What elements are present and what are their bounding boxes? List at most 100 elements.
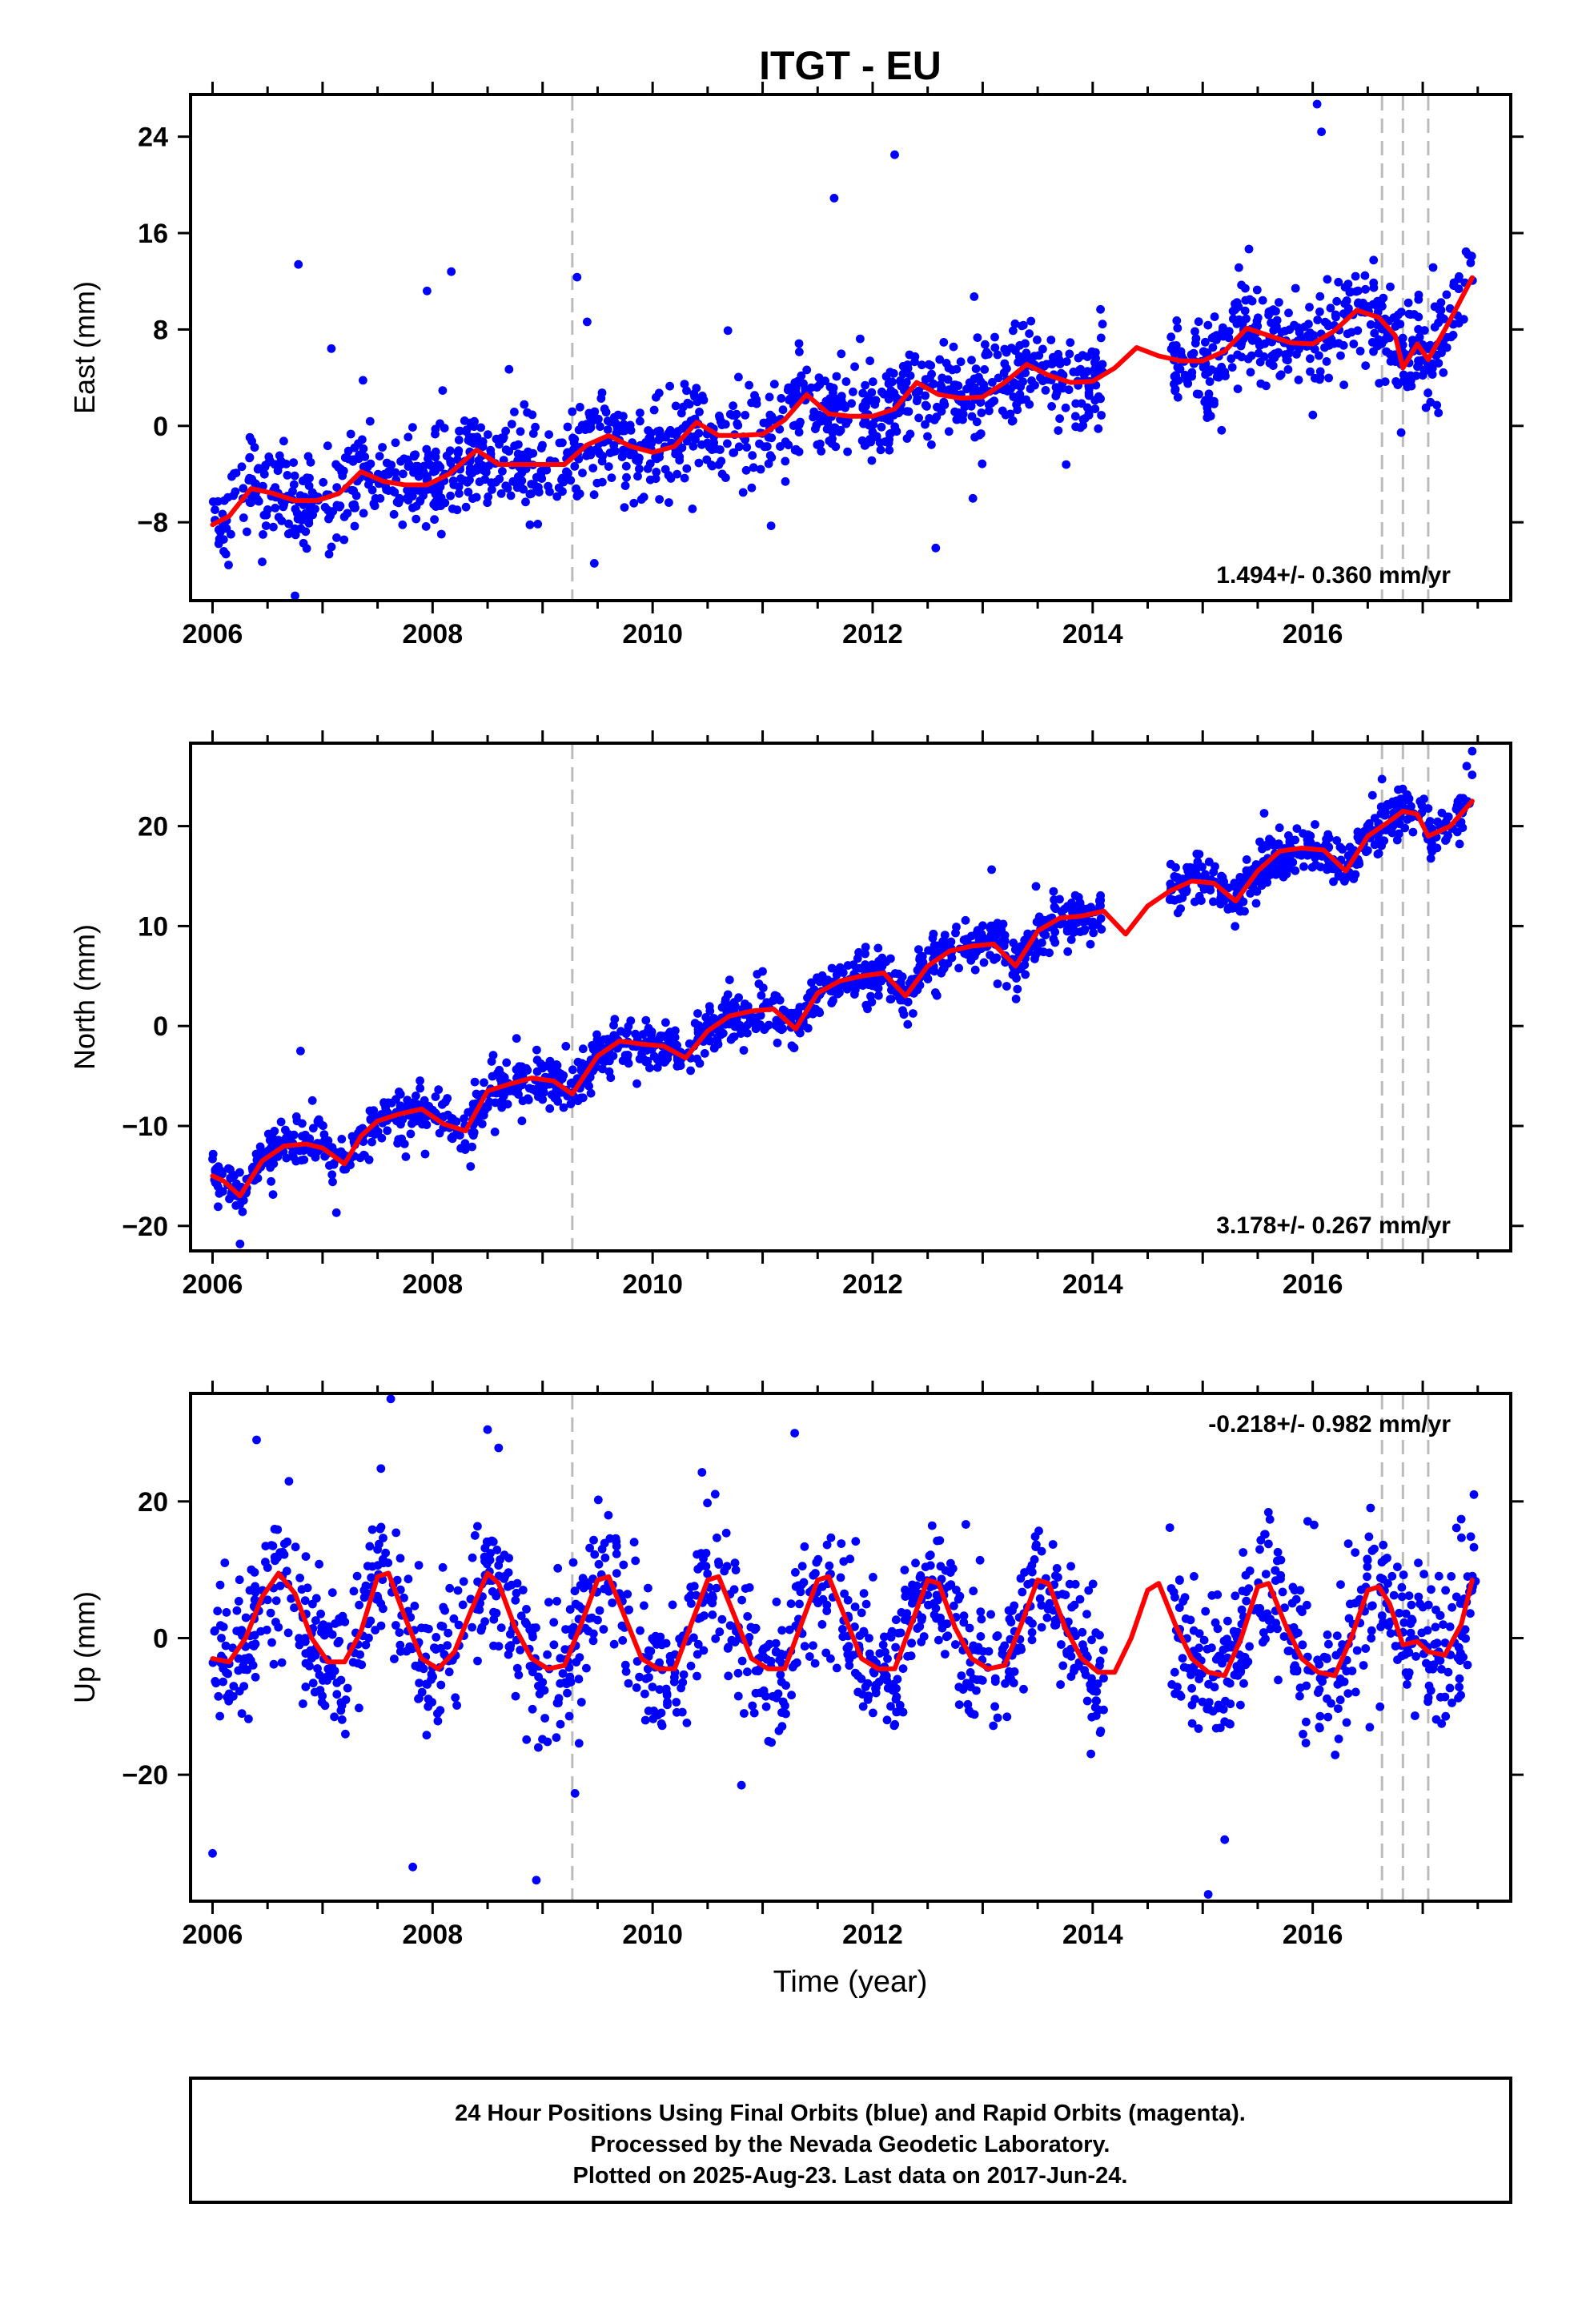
data-point — [907, 1638, 916, 1648]
data-point — [378, 443, 387, 452]
data-point — [361, 1640, 371, 1650]
data-point — [1415, 332, 1424, 342]
data-point — [1388, 797, 1397, 806]
data-point — [1248, 882, 1258, 891]
data-point — [1397, 1592, 1407, 1602]
data-point — [643, 464, 652, 473]
data-point — [644, 1673, 653, 1682]
data-point — [595, 1606, 604, 1615]
data-point — [239, 1196, 248, 1205]
data-point — [1259, 1628, 1268, 1637]
data-point — [301, 1552, 311, 1561]
data-point — [1219, 1645, 1228, 1655]
x-tick-label: 2012 — [842, 1269, 903, 1300]
data-point — [1166, 1584, 1176, 1593]
data-point — [433, 1716, 443, 1726]
data-point — [263, 1595, 272, 1605]
data-point — [379, 1558, 388, 1567]
data-point — [1308, 410, 1318, 420]
data-point — [982, 935, 990, 944]
data-point — [350, 500, 359, 509]
data-point — [1279, 872, 1288, 882]
data-point — [316, 1609, 325, 1618]
data-point — [986, 1610, 995, 1619]
data-point — [738, 488, 748, 497]
data-point — [259, 530, 267, 539]
data-point — [766, 521, 776, 530]
data-point — [1236, 1700, 1245, 1710]
data-point — [743, 1612, 753, 1621]
data-point — [885, 377, 893, 386]
data-point — [729, 401, 737, 411]
data-point — [283, 471, 292, 480]
data-point — [219, 535, 228, 544]
data-point — [794, 428, 804, 437]
data-point — [330, 1712, 339, 1722]
data-point — [1407, 1600, 1416, 1610]
data-point — [327, 1630, 337, 1639]
data-point — [1326, 304, 1335, 313]
data-point — [564, 1711, 574, 1721]
data-point — [1418, 1602, 1427, 1612]
data-point — [1295, 1586, 1305, 1595]
data-point — [1079, 370, 1089, 380]
data-point — [300, 1596, 310, 1606]
data-point — [1255, 1604, 1265, 1613]
data-point — [1386, 282, 1395, 292]
data-point — [1306, 367, 1315, 376]
data-point — [1367, 338, 1377, 347]
data-point — [823, 418, 833, 428]
data-point — [1199, 1635, 1209, 1645]
data-point — [1285, 838, 1295, 848]
data-point — [295, 1634, 303, 1643]
data-point — [524, 1084, 534, 1093]
data-point — [1339, 380, 1348, 389]
data-point — [1310, 1520, 1319, 1530]
data-point — [984, 1647, 994, 1656]
data-point — [1292, 824, 1302, 833]
data-point — [885, 445, 894, 455]
data-point — [544, 1598, 553, 1607]
data-point — [389, 509, 399, 519]
data-point — [1315, 351, 1323, 360]
data-point — [661, 1684, 671, 1694]
data-point — [917, 951, 927, 961]
data-point — [1373, 296, 1382, 306]
data-point — [412, 514, 421, 524]
data-point — [1394, 785, 1403, 794]
data-point — [472, 493, 481, 502]
data-point — [978, 1676, 987, 1685]
data-point — [1406, 1628, 1415, 1638]
data-point — [1437, 808, 1447, 818]
data-point — [250, 1568, 259, 1577]
data-point — [976, 1607, 986, 1616]
data-point — [944, 427, 954, 436]
data-point — [990, 343, 1000, 352]
data-point — [1335, 1695, 1345, 1705]
data-point — [229, 1682, 239, 1691]
data-point — [917, 360, 926, 370]
data-point — [1031, 882, 1041, 891]
data-point — [900, 1566, 909, 1574]
rate-annotation: 3.178+/- 0.267 mm/yr — [1216, 1212, 1451, 1239]
data-point — [897, 972, 907, 982]
data-point — [1021, 339, 1030, 348]
data-point — [1189, 1626, 1199, 1635]
data-point — [504, 447, 514, 456]
data-point — [1022, 351, 1031, 360]
data-point — [1287, 1598, 1297, 1608]
model-line — [210, 798, 1475, 1199]
data-point — [1334, 1704, 1343, 1714]
data-point — [990, 1702, 999, 1711]
data-point — [262, 1625, 271, 1634]
data-point — [1274, 348, 1283, 357]
data-point — [432, 502, 440, 511]
data-point — [1170, 1689, 1179, 1699]
data-point — [619, 412, 628, 421]
data-point — [952, 923, 961, 931]
data-point — [837, 1539, 846, 1548]
data-point — [994, 373, 1003, 383]
data-point — [903, 360, 912, 369]
data-point — [1214, 332, 1223, 341]
data-point — [749, 1018, 758, 1027]
